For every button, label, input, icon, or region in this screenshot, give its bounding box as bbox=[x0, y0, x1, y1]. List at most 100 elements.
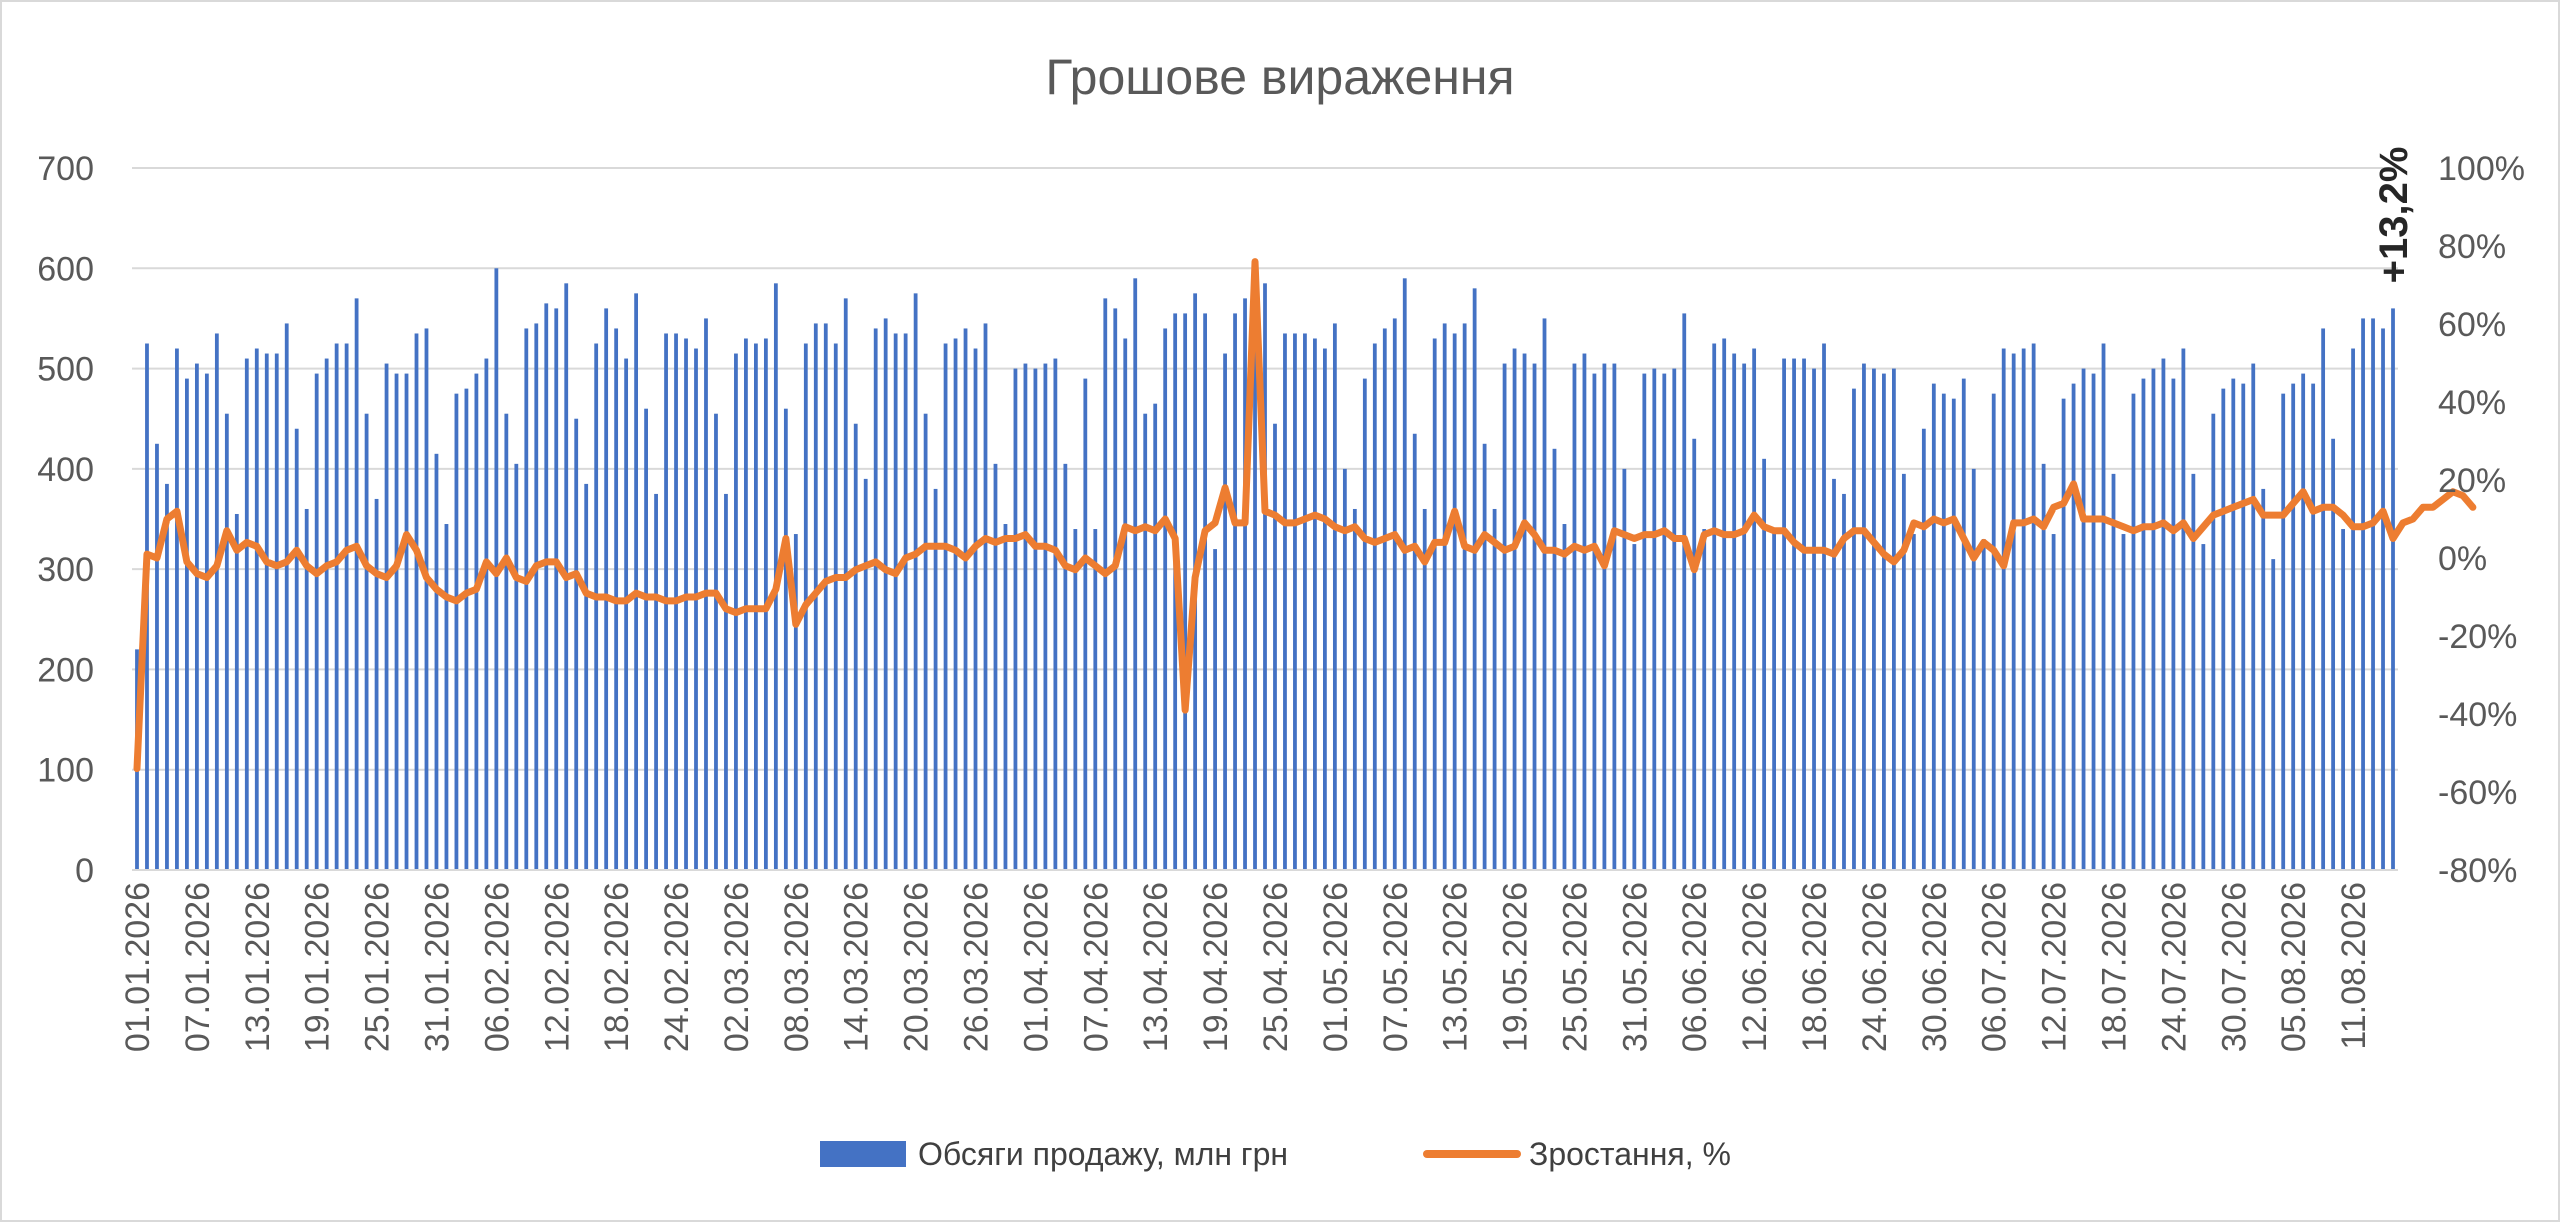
x-tick-label: 20.03.2026 bbox=[898, 882, 936, 1052]
bar bbox=[2251, 363, 2256, 870]
y-axis-right: -80% -60% -40% -20% 0% 20% 40% 60% 80% 100% bbox=[2438, 150, 2525, 890]
x-tick-label: 19.05.2026 bbox=[1497, 882, 1535, 1052]
bar bbox=[1931, 383, 1936, 870]
bar bbox=[1392, 318, 1397, 870]
bar bbox=[594, 343, 599, 870]
bar bbox=[1382, 328, 1387, 870]
bar bbox=[933, 488, 938, 870]
bar bbox=[1562, 524, 1567, 870]
x-tick-label: 12.02.2026 bbox=[538, 882, 576, 1052]
bar bbox=[1213, 549, 1217, 870]
y-right-tick-label: -20% bbox=[2438, 618, 2517, 656]
x-tick-label: 14.03.2026 bbox=[838, 882, 876, 1052]
legend-label-bars: Обсяги продажу, млн грн bbox=[918, 1136, 1288, 1172]
x-tick-label: 02.03.2026 bbox=[718, 882, 756, 1052]
bar bbox=[1053, 358, 1058, 870]
bar bbox=[1362, 378, 1367, 870]
bar bbox=[2211, 413, 2216, 870]
bar bbox=[2191, 473, 2196, 870]
legend-label-line: Зростання, % bbox=[1529, 1136, 1731, 1172]
bar bbox=[414, 333, 419, 870]
bar bbox=[1332, 323, 1337, 870]
bar bbox=[584, 483, 589, 870]
bar bbox=[1812, 368, 1816, 870]
x-tick-label: 26.03.2026 bbox=[958, 882, 996, 1052]
bar bbox=[2071, 383, 2076, 870]
bar bbox=[2181, 348, 2186, 870]
bar bbox=[524, 328, 529, 870]
bar bbox=[2201, 544, 2206, 870]
bar bbox=[1722, 338, 1727, 870]
x-tick-label: 31.01.2026 bbox=[419, 882, 457, 1052]
bar bbox=[1642, 373, 1647, 870]
bar bbox=[234, 513, 239, 870]
bar bbox=[1862, 363, 1866, 870]
y-left-tick-label: 700 bbox=[37, 150, 94, 188]
bar bbox=[2261, 488, 2266, 870]
bar bbox=[1971, 468, 1976, 870]
bar bbox=[1752, 348, 1757, 870]
bar bbox=[1622, 468, 1627, 870]
bar bbox=[1432, 338, 1437, 870]
bar bbox=[274, 353, 279, 870]
x-tick-label: 18.02.2026 bbox=[598, 882, 636, 1052]
x-tick-label: 13.05.2026 bbox=[1437, 882, 1475, 1052]
bar bbox=[694, 348, 698, 870]
bar bbox=[2371, 318, 2375, 870]
bar bbox=[1612, 363, 1617, 870]
bar bbox=[2131, 393, 2136, 870]
bar bbox=[1592, 373, 1597, 870]
x-tick-label: 01.05.2026 bbox=[1317, 882, 1355, 1052]
bar bbox=[2381, 328, 2385, 870]
bar bbox=[953, 338, 958, 870]
legend-swatch-bars bbox=[820, 1141, 906, 1167]
bar bbox=[2101, 343, 2106, 870]
x-tick-label: 06.07.2026 bbox=[1976, 882, 2014, 1052]
bar bbox=[1263, 283, 1267, 870]
bar bbox=[1702, 529, 1707, 870]
bar bbox=[1732, 353, 1737, 870]
bar bbox=[1682, 313, 1687, 870]
bar bbox=[1243, 298, 1247, 870]
y-left-tick-label: 500 bbox=[37, 351, 94, 389]
x-tick-label: 19.01.2026 bbox=[299, 882, 337, 1052]
x-tick-label: 08.03.2026 bbox=[778, 882, 816, 1052]
bar bbox=[224, 413, 229, 870]
x-tick-label: 30.06.2026 bbox=[1916, 882, 1954, 1052]
bar bbox=[2221, 388, 2226, 870]
bar bbox=[2321, 328, 2326, 870]
bar bbox=[364, 413, 369, 870]
bar bbox=[1502, 363, 1507, 870]
bar bbox=[1882, 373, 1886, 870]
x-tick-label: 12.06.2026 bbox=[1736, 882, 1774, 1052]
x-tick-label: 01.04.2026 bbox=[1017, 882, 1055, 1052]
bar bbox=[1123, 338, 1128, 870]
bar bbox=[2291, 383, 2296, 870]
growth-line bbox=[133, 258, 2477, 773]
bar bbox=[1652, 368, 1657, 870]
y-axis-left: 0 100 200 300 400 500 600 700 bbox=[37, 150, 94, 890]
bar bbox=[1023, 363, 1028, 870]
bar bbox=[893, 333, 898, 870]
bar bbox=[1253, 308, 1257, 870]
bar bbox=[2311, 383, 2316, 870]
bar bbox=[1472, 288, 1477, 870]
bar bbox=[863, 478, 868, 870]
bar bbox=[384, 363, 389, 870]
bar bbox=[1153, 403, 1158, 870]
bar bbox=[1352, 508, 1357, 870]
bar bbox=[454, 393, 459, 870]
bar bbox=[1342, 468, 1347, 870]
bar bbox=[1033, 368, 1038, 870]
bar bbox=[1462, 323, 1467, 870]
bar bbox=[1991, 393, 1996, 870]
bar bbox=[1891, 368, 1896, 870]
bar bbox=[424, 328, 429, 870]
bar bbox=[1512, 348, 1517, 870]
bar bbox=[1412, 433, 1417, 870]
bar bbox=[1522, 353, 1527, 870]
bar bbox=[2331, 438, 2336, 870]
bar bbox=[1492, 508, 1497, 870]
bar bbox=[1981, 539, 1986, 870]
